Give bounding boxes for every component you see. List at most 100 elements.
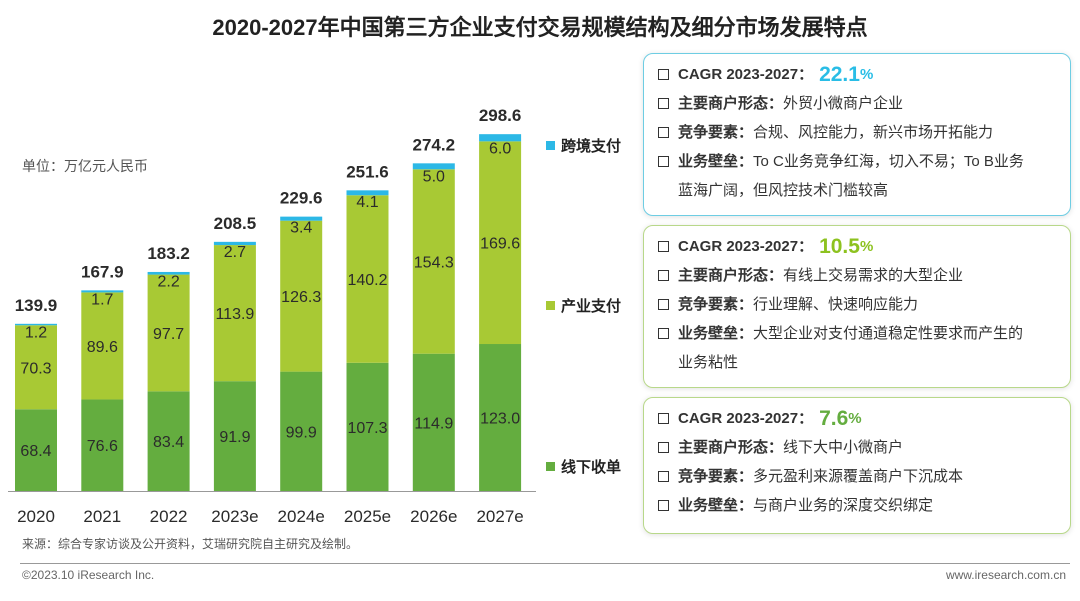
bar-value-label: 113.9 xyxy=(215,306,254,323)
bar-segment xyxy=(346,190,389,196)
bar-segment xyxy=(280,371,323,491)
checkbox-icon xyxy=(658,241,669,252)
bar-value-label: 97.7 xyxy=(153,326,184,343)
bar-segment xyxy=(346,195,389,363)
bar-segment xyxy=(15,409,57,491)
compete-row: 竞争要素： 行业理解、快速响应能力 xyxy=(658,290,1058,319)
bar-value-label: 169.6 xyxy=(480,236,520,253)
bar-value-label: 6.0 xyxy=(489,140,511,157)
x-tick-label: 2025e xyxy=(344,507,391,526)
barrier-row: 业务壁垒： To C业务竞争红海，切入不易；To B业务 xyxy=(658,147,1058,176)
compete-row: 竞争要素： 合规、风控能力，新兴市场开拓能力 xyxy=(658,118,1058,147)
x-tick-label: 2023e xyxy=(211,507,258,526)
bar-value-label: 70.3 xyxy=(20,360,51,377)
barrier-continuation: 业务粘性 xyxy=(678,354,739,371)
checkbox-icon xyxy=(658,299,669,310)
bar-segment xyxy=(15,323,57,326)
merchant-row: 主要商户形态： 外贸小微商户企业 xyxy=(658,89,1058,118)
bar-segment xyxy=(213,381,256,491)
page-title: 2020-2027年中国第三方企业支付交易规模结构及细分市场发展特点 xyxy=(212,15,868,40)
legend-swatch-offline xyxy=(546,462,555,471)
compete-value: 多元盈利来源覆盖商户下沉成本 xyxy=(753,468,964,485)
unit-label: 单位：万亿元人民币 xyxy=(22,158,148,174)
merchant-key: 主要商户形态： xyxy=(678,95,784,112)
source-note: 来源：综合专家访谈及公开资料，艾瑞研究院自主研究及绘制。 xyxy=(22,537,359,551)
barrier-value: 大型企业对支付通道稳定性要求而产生的 xyxy=(753,325,1024,342)
checkbox-icon xyxy=(658,98,669,109)
bar-value-label: 5.0 xyxy=(423,168,445,185)
checkbox-icon xyxy=(658,500,669,511)
checkbox-icon xyxy=(658,471,669,482)
x-tick-label: 2024e xyxy=(278,507,325,526)
bar-value-label: 140.2 xyxy=(347,272,387,289)
bar-value-label: 154.3 xyxy=(414,255,454,272)
footer-divider xyxy=(20,563,1070,564)
bar-segment xyxy=(412,353,455,491)
cagr-value: 22.1 xyxy=(819,63,860,86)
panel-cross-border: CAGR 2023-2027： 22.1 % 主要商户形态： 外贸小微商户企业 … xyxy=(643,53,1071,216)
x-tick-label: 2027e xyxy=(476,507,523,526)
bar-value-label: 3.4 xyxy=(290,220,312,237)
barrier-value: 与商户业务的深度交织绑定 xyxy=(753,497,934,514)
bar-total-label: 251.6 xyxy=(346,162,389,181)
legend-swatch-cross-border xyxy=(546,141,555,150)
merchant-row: 主要商户形态： 线下大中小微商户 xyxy=(658,433,1058,462)
bar-segment xyxy=(412,163,455,170)
bar-total-label: 183.2 xyxy=(147,244,190,263)
cagr-label: CAGR 2023-2027： xyxy=(678,238,814,255)
bar-segment xyxy=(479,141,522,345)
legend-label-offline: 线下收单 xyxy=(561,459,622,476)
cagr-percent: % xyxy=(859,238,874,255)
bar-value-label: 99.9 xyxy=(286,424,317,441)
x-tick-label: 2020 xyxy=(17,507,55,526)
cagr-row: CAGR 2023-2027： 10.5 % xyxy=(658,232,1058,261)
x-tick-label: 2026e xyxy=(410,507,457,526)
bar-segment xyxy=(81,399,124,491)
merchant-value: 线下大中小微商户 xyxy=(783,439,904,456)
legend-offline: 线下收单 xyxy=(546,456,621,477)
barrier-row: 业务壁垒： 大型企业对支付通道稳定性要求而产生的 xyxy=(658,319,1058,348)
bar-segment xyxy=(213,241,256,246)
x-tick-label: 2022 xyxy=(150,507,188,526)
bar-value-label: 1.2 xyxy=(25,324,47,341)
legend-industry: 产业支付 xyxy=(546,295,621,316)
panel-offline: CAGR 2023-2027： 7.6 % 主要商户形态： 线下大中小微商户 竞… xyxy=(643,397,1071,534)
cagr-row: CAGR 2023-2027： 22.1 % xyxy=(658,60,1058,89)
bar-total-label: 298.6 xyxy=(479,106,522,125)
legend-cross-border: 跨境支付 xyxy=(546,135,621,156)
bar-segment xyxy=(147,271,190,275)
barrier-continuation: 蓝海广阔，但风控技术门槛较高 xyxy=(678,182,889,199)
cagr-row: CAGR 2023-2027： 7.6 % xyxy=(658,404,1058,433)
checkbox-icon xyxy=(658,328,669,339)
legend-label-industry: 产业支付 xyxy=(561,298,622,315)
legend-label-cross-border: 跨境支付 xyxy=(561,138,622,155)
merchant-value: 外贸小微商户企业 xyxy=(783,95,904,112)
bar-segment xyxy=(479,344,522,491)
bar-segment xyxy=(280,220,323,372)
bar-value-label: 114.9 xyxy=(414,415,453,432)
bar-value-label: 91.9 xyxy=(219,429,250,446)
merchant-key: 主要商户形态： xyxy=(678,267,784,284)
cagr-percent: % xyxy=(848,410,862,427)
barrier-key: 业务壁垒： xyxy=(678,325,754,342)
bar-segment xyxy=(280,216,323,221)
bar-segment xyxy=(147,274,190,392)
compete-value: 行业理解、快速响应能力 xyxy=(753,296,919,313)
bar-segment xyxy=(81,290,124,293)
compete-value: 合规、风控能力，新兴市场开拓能力 xyxy=(753,124,994,141)
bar-value-label: 76.6 xyxy=(87,438,118,455)
compete-key: 竞争要素： xyxy=(678,468,754,485)
barrier-key: 业务壁垒： xyxy=(678,153,754,170)
compete-key: 竞争要素： xyxy=(678,296,754,313)
website-link[interactable]: www.iresearch.com.cn xyxy=(945,568,1066,582)
bar-total-label: 139.9 xyxy=(15,296,58,315)
cagr-value: 10.5 xyxy=(819,235,860,258)
bar-value-label: 2.2 xyxy=(157,274,179,291)
cagr-value: 7.6 xyxy=(819,407,849,430)
bar-segment xyxy=(147,391,190,491)
barrier-row: 业务壁垒： 与商户业务的深度交织绑定 xyxy=(658,491,1058,520)
legend-swatch-industry xyxy=(546,301,555,310)
bar-value-label: 123.0 xyxy=(480,411,520,428)
copyright: ©2023.10 iResearch Inc. xyxy=(22,568,155,582)
